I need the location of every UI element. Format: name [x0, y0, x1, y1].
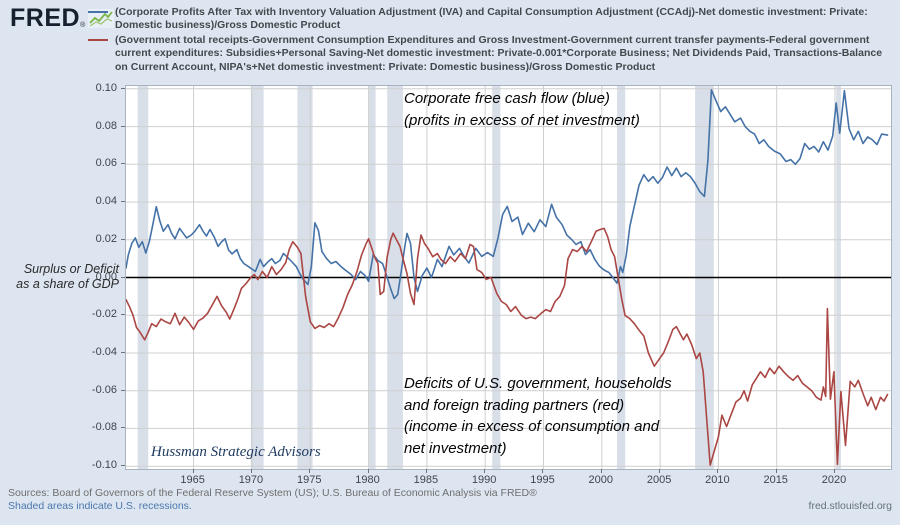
- y-axis-label: -0.08: [91, 421, 117, 434]
- y-axis-label: 0.08: [95, 119, 117, 132]
- x-axis-label: 1990: [471, 474, 497, 486]
- y-axis-tick: [121, 465, 125, 467]
- x-axis-tick: [250, 469, 252, 473]
- footer-sources: Sources: Board of Governors of the Feder…: [8, 487, 537, 499]
- fred-logo-sparkline-icon: [88, 9, 115, 33]
- legend-line-marker-red: [88, 38, 108, 41]
- x-axis-tick: [425, 469, 427, 473]
- annotation-deficits-line-3: (income in excess of consumption and: [404, 418, 660, 435]
- y-axis-tick: [121, 201, 125, 203]
- x-axis-label: 2010: [705, 474, 730, 486]
- corporate-free-cash-flow-line: [126, 89, 889, 300]
- x-axis-tick: [600, 469, 602, 473]
- y-axis-label: -0.10: [91, 459, 117, 472]
- chart-canvas: [126, 86, 891, 469]
- x-axis-label: 2015: [763, 474, 788, 486]
- footer-recessions-note-link[interactable]: Shaded areas indicate U.S. recessions.: [8, 500, 192, 512]
- legend-line-marker-blue: [88, 11, 108, 13]
- plot-area: [125, 85, 892, 470]
- x-axis-label: 2020: [821, 474, 847, 486]
- x-axis-label: 1975: [297, 474, 322, 486]
- y-axis-caption-line-1: Surplus or Deficit: [23, 262, 119, 276]
- x-axis-label: 1965: [180, 474, 205, 486]
- annotation-deficits: Deficits of U.S. government, households …: [404, 373, 672, 459]
- y-axis-label: 0.02: [95, 232, 117, 245]
- y-axis-label: -0.02: [91, 308, 117, 321]
- annotation-corporate-free-cash-flow: Corporate free cash flow (blue) (profits…: [404, 88, 640, 131]
- fred-logo-text: FRED: [10, 4, 81, 32]
- legend-label-blue-series: (Corporate Profits After Tax with Invent…: [115, 6, 868, 32]
- x-axis-tick: [309, 469, 311, 473]
- legend-label-red-series: (Government total receipts-Government Co…: [115, 33, 883, 73]
- y-axis-tick: [121, 427, 125, 429]
- annotation-deficits-line-4: net investment): [404, 439, 507, 457]
- annotation-deficits-line-2: and foreign trading partners (red): [404, 396, 625, 414]
- y-axis-tick: [121, 125, 125, 127]
- x-axis-tick: [717, 469, 719, 473]
- y-axis-label: -0.06: [91, 383, 117, 396]
- y-axis-label: 0.00: [95, 270, 117, 283]
- y-axis-label: 0.06: [95, 157, 117, 170]
- y-axis-tick: [121, 276, 125, 278]
- chart-legend: (Corporate Profits After Tax with Invent…: [88, 6, 890, 75]
- annotation-corporate-line-1: Corporate free cash flow (blue): [404, 90, 610, 107]
- x-axis-tick: [775, 469, 777, 473]
- x-axis-label: 2000: [588, 474, 614, 486]
- x-axis-label: 1985: [413, 474, 439, 486]
- other-sectors-deficit-line: [126, 227, 889, 466]
- x-axis-tick: [542, 469, 544, 473]
- footer-site-url: fred.stlouisfed.org: [808, 500, 892, 512]
- x-axis-tick: [367, 469, 369, 473]
- y-axis-label: 0.04: [95, 195, 117, 208]
- y-axis-tick: [121, 163, 125, 165]
- x-axis-tick: [659, 469, 661, 473]
- y-axis-caption-line-2: as a share of GDP: [16, 276, 119, 291]
- annotation-corporate-line-2: (profits in excess of net investment): [404, 111, 640, 129]
- x-axis-tick: [192, 469, 194, 473]
- y-axis-tick: [121, 238, 125, 240]
- y-axis-tick: [121, 87, 125, 89]
- x-axis-label: 1995: [530, 474, 555, 486]
- y-axis-tick: [121, 314, 125, 316]
- fred-logo-registered-mark: ®: [80, 22, 86, 29]
- y-axis-caption: Surplus or Deficit as a share of GDP: [2, 262, 119, 291]
- x-axis-label: 1980: [355, 474, 380, 486]
- x-axis-label: 1970: [238, 474, 264, 486]
- y-axis-tick: [121, 389, 125, 391]
- hussman-watermark: Hussman Strategic Advisors: [151, 444, 321, 460]
- x-axis-tick: [834, 469, 836, 473]
- legend-entry-other-sectors-deficit: (Government total receipts-Government Co…: [88, 34, 890, 74]
- fred-logo: FRED ®: [10, 4, 115, 33]
- annotation-deficits-line-1: Deficits of U.S. government, households: [404, 375, 672, 392]
- legend-entry-corporate-free-cash-flow: (Corporate Profits After Tax with Invent…: [88, 6, 890, 33]
- y-axis-label: -0.04: [91, 345, 117, 358]
- y-axis-label: 0.10: [95, 81, 117, 94]
- x-axis-label: 2005: [646, 474, 672, 486]
- y-axis-tick: [121, 351, 125, 353]
- x-axis-tick: [484, 469, 486, 473]
